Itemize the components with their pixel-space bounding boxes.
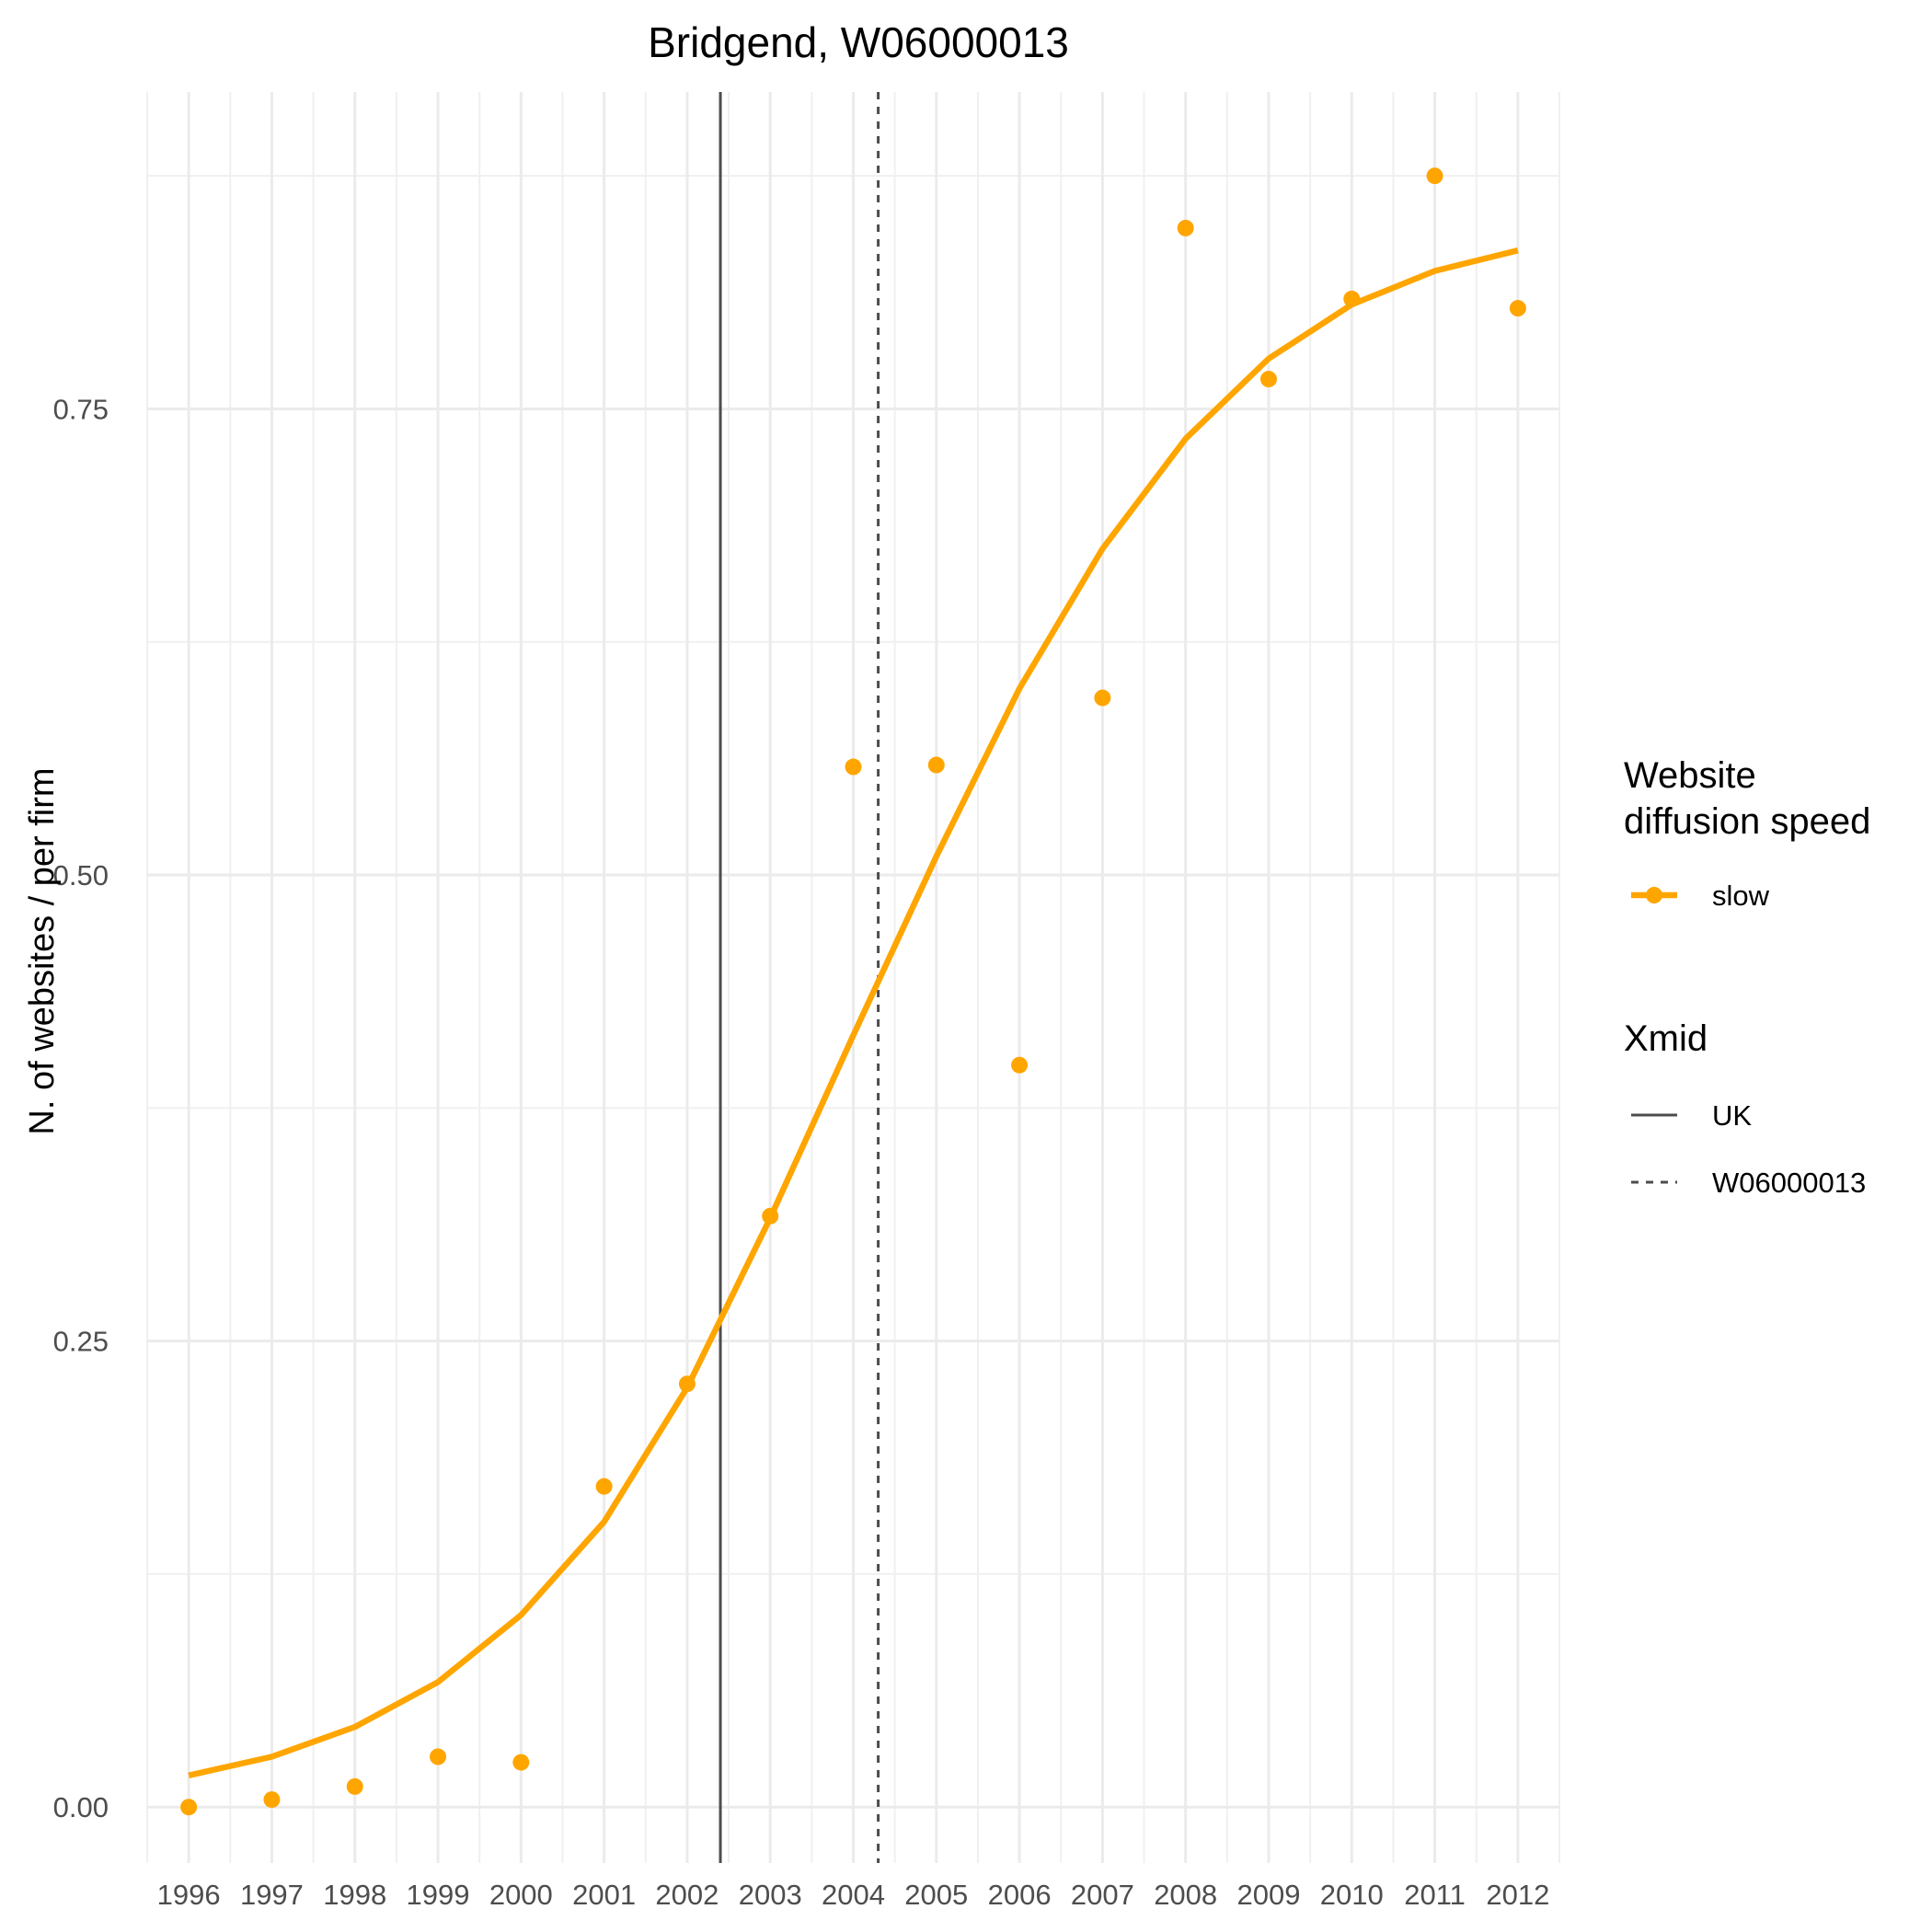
x-tick-label: 1998 bbox=[323, 1879, 386, 1911]
legend-label-uk: UK bbox=[1712, 1099, 1752, 1132]
x-tick-label: 2002 bbox=[655, 1879, 719, 1911]
y-tick-label: 0.75 bbox=[53, 393, 109, 425]
data-point bbox=[263, 1791, 281, 1809]
data-point bbox=[678, 1375, 696, 1393]
x-tick-label: 2005 bbox=[904, 1879, 968, 1911]
x-axis-ticks: 1996 1997 1998 1999 2000 2001 2002 2003 2004 2005… bbox=[157, 1879, 1550, 1911]
legend-key-point-slow bbox=[1646, 887, 1662, 903]
data-point bbox=[1177, 219, 1194, 236]
data-point bbox=[430, 1748, 447, 1765]
legend: Website diffusion speed slow Xmid UK W0600001… bbox=[1624, 755, 1870, 1199]
data-point bbox=[1259, 371, 1277, 388]
x-tick-label: 2007 bbox=[1071, 1879, 1134, 1911]
x-tick-label: 2000 bbox=[489, 1879, 553, 1911]
y-axis-ticks: 0.00 0.25 0.50 0.75 bbox=[53, 393, 109, 1823]
x-tick-label: 2010 bbox=[1320, 1879, 1384, 1911]
data-point bbox=[927, 756, 945, 774]
data-point bbox=[346, 1777, 363, 1795]
data-point bbox=[595, 1478, 613, 1495]
data-point bbox=[1011, 1056, 1029, 1074]
x-tick-label: 1996 bbox=[157, 1879, 221, 1911]
grid-lines bbox=[146, 92, 1560, 1863]
data-point bbox=[1343, 290, 1361, 307]
x-tick-label: 2004 bbox=[822, 1879, 885, 1911]
data-point bbox=[845, 758, 862, 776]
chart-title: Bridgend, W06000013 bbox=[648, 18, 1069, 66]
data-point bbox=[1509, 300, 1526, 317]
legend-label-slow: slow bbox=[1712, 880, 1770, 912]
x-tick-label: 2006 bbox=[988, 1879, 1052, 1911]
data-point bbox=[1094, 689, 1111, 707]
data-point bbox=[180, 1799, 198, 1816]
legend-title-xmid: Xmid bbox=[1624, 1018, 1708, 1059]
x-tick-label: 1999 bbox=[407, 1879, 470, 1911]
data-point bbox=[1426, 167, 1443, 185]
x-tick-label: 2011 bbox=[1404, 1879, 1466, 1911]
x-tick-label: 2001 bbox=[572, 1879, 636, 1911]
y-tick-label: 0.50 bbox=[53, 859, 109, 891]
series-layer bbox=[180, 167, 1526, 1816]
x-tick-label: 2012 bbox=[1486, 1879, 1549, 1911]
data-point bbox=[762, 1207, 779, 1225]
y-tick-label: 0.25 bbox=[53, 1326, 109, 1358]
legend-title-speed: diffusion speed bbox=[1624, 801, 1870, 842]
legend-label-w06000013: W06000013 bbox=[1712, 1167, 1866, 1199]
x-tick-label: 2003 bbox=[739, 1879, 802, 1911]
y-axis-label: N. of websites / per firm bbox=[23, 767, 62, 1134]
y-tick-label: 0.00 bbox=[53, 1791, 109, 1823]
fitted-line-slow bbox=[188, 247, 1519, 1778]
x-tick-label: 1997 bbox=[240, 1879, 304, 1911]
legend-title-speed: Website bbox=[1624, 755, 1756, 796]
x-tick-label: 2009 bbox=[1236, 1879, 1300, 1911]
data-point bbox=[512, 1754, 530, 1771]
x-tick-label: 2008 bbox=[1154, 1879, 1217, 1911]
